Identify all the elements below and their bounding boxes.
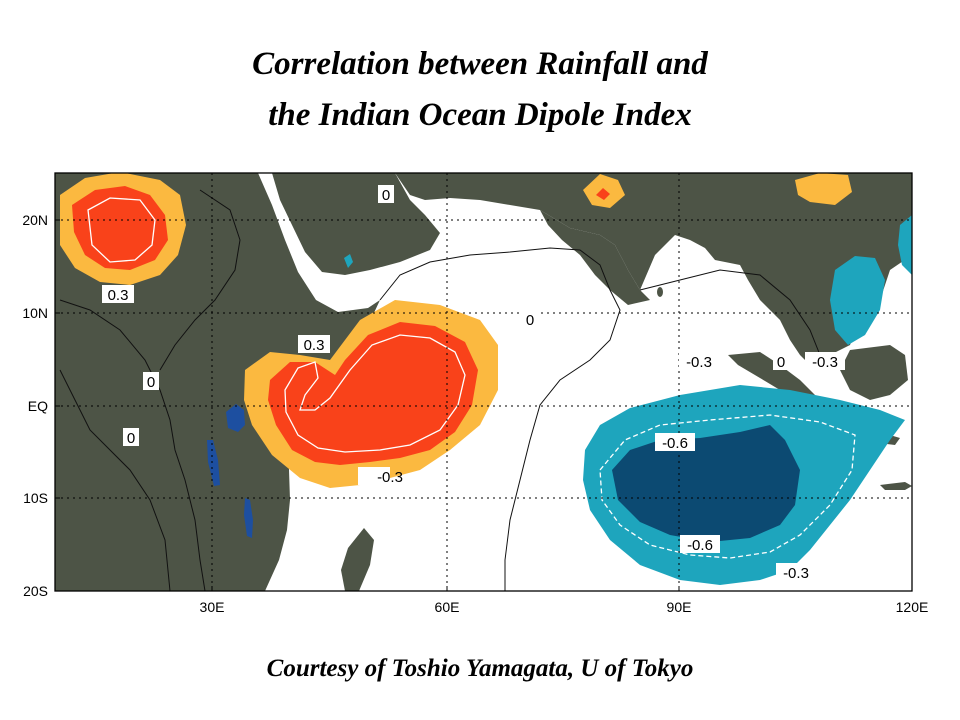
contour-west-io	[284, 334, 466, 453]
timor-island	[880, 482, 912, 490]
lon-label-60e: 60E	[435, 599, 460, 615]
negative-region-south-china-sea	[830, 256, 885, 345]
contour-label-zero-africa-1: 0	[147, 374, 155, 391]
lat-label-20n: 20N	[22, 212, 48, 228]
positive-region-west-io-high	[268, 322, 478, 465]
plot-frame	[54, 172, 913, 592]
lat-label-20s: 20S	[23, 583, 48, 599]
tick-marks	[55, 219, 680, 591]
title-line-1: Correlation between Rainfall and	[252, 46, 708, 82]
borneo	[840, 345, 908, 400]
sri-lanka	[657, 287, 663, 297]
negative-region-pacific-edge	[898, 215, 912, 275]
title-line-2: the Indian Ocean Dipole Index	[268, 97, 692, 133]
contour-label-west-io-south: -0.3	[377, 469, 403, 486]
contour-label-sahara: 0.3	[108, 287, 129, 304]
contour-label-neg-03-east: -0.3	[686, 354, 712, 371]
contour-label-neg-06-north: -0.6	[662, 435, 688, 452]
madagascar	[341, 528, 374, 591]
contour-zero-africa	[59, 299, 206, 591]
contour-sahara	[87, 197, 156, 263]
lake-victoria	[226, 404, 245, 432]
credit-line: Courtesy of Toshio Yamagata, U of Tokyo	[266, 655, 694, 682]
grid-lines	[55, 173, 912, 591]
asia-north	[395, 173, 912, 365]
negative-region-arabian-sea-dot	[344, 254, 353, 268]
contour-label-zero-arabia: 0	[382, 187, 390, 204]
contour-zero-east	[639, 269, 821, 356]
lake-malawi	[244, 498, 253, 538]
contour-east-io-06	[599, 414, 856, 559]
contour-zero-ocean	[379, 247, 621, 591]
lat-label-10s: 10S	[23, 490, 48, 506]
contour-label-neg-03-south: -0.3	[783, 565, 809, 582]
negative-region-east-io-high	[612, 425, 800, 542]
lon-label-30e: 30E	[200, 599, 225, 615]
contour-label-zero-africa-2: 0	[127, 430, 135, 447]
contour-label-neg-06-south: -0.6	[687, 537, 713, 554]
positive-region-india-north-core	[596, 188, 610, 200]
contour-label-zero-ocean: 0	[526, 312, 534, 329]
contour-label-neg-03-scs: -0.3	[812, 354, 838, 371]
india	[540, 210, 650, 305]
lake-tanganyika	[207, 440, 220, 486]
lat-label-10n: 10N	[22, 305, 48, 321]
contour-label-zero-east: 0	[777, 354, 785, 371]
contour-label-west-io-pos: 0.3	[304, 337, 325, 354]
contour-zero-africa-2	[159, 189, 241, 371]
positive-region-south-china	[795, 173, 852, 205]
lat-label-eq: EQ	[28, 398, 48, 414]
lon-label-90e: 90E	[667, 599, 692, 615]
arabia	[272, 173, 440, 275]
lon-label-120e: 120E	[896, 599, 929, 615]
contour-zero-africa-3	[59, 369, 171, 591]
contour-labels: 0 0.3 0 0.3 0 0 -0.3 -0.3 0 -0.3 -0.6 -0…	[102, 185, 845, 582]
